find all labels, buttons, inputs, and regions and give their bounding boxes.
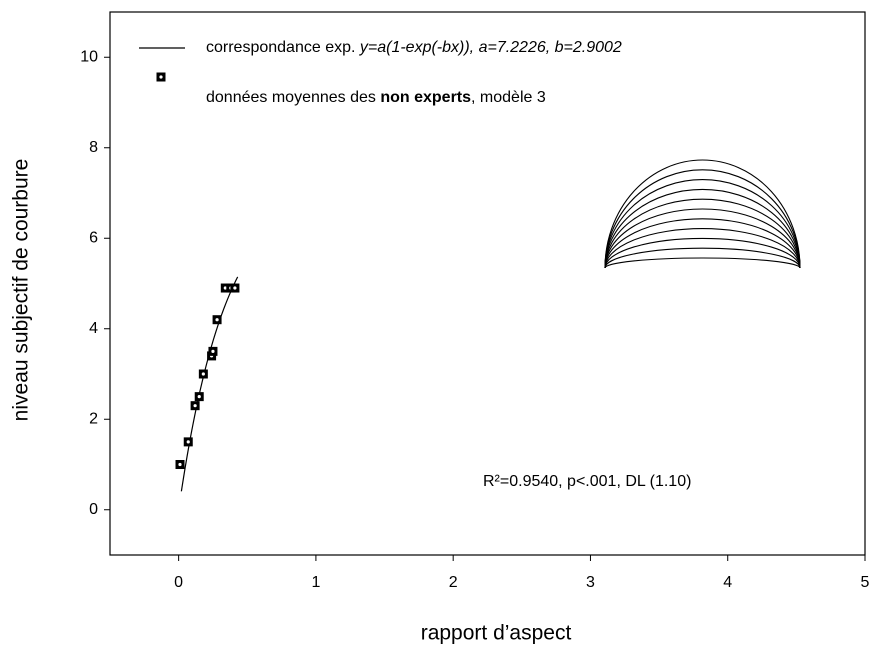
- data-point: [230, 283, 240, 293]
- icon-arc: [604, 228, 801, 269]
- legend-text: , modèle 3: [471, 89, 546, 106]
- marker-dot: [178, 462, 182, 467]
- icon-arc: [604, 188, 801, 269]
- x-tick-label: 3: [586, 574, 595, 591]
- marker-dot: [233, 286, 237, 290]
- marker-dot: [215, 318, 219, 322]
- legend-label: données moyennes des non experts, modèle…: [206, 89, 546, 106]
- icon-arc: [604, 257, 801, 269]
- legend-text: non experts: [380, 89, 471, 106]
- x-tick-label: 5: [861, 574, 870, 591]
- data-point: [212, 315, 222, 325]
- y-tick-label: 2: [89, 410, 98, 427]
- icon-arc: [604, 237, 801, 269]
- icon-arc: [604, 247, 801, 269]
- y-tick-label: 6: [89, 229, 98, 246]
- data-point: [208, 346, 218, 356]
- legend-label: correspondance exp. y=a(1-exp(-bx)), a=7…: [206, 39, 622, 56]
- legend-marker-dot: [159, 75, 163, 79]
- data-point: [183, 437, 193, 447]
- marker-dot: [197, 395, 201, 399]
- icon-arc: [604, 179, 801, 269]
- y-tick-label: 8: [89, 139, 98, 156]
- x-axis-title: rapport d’aspect: [421, 622, 572, 645]
- marker-dot: [193, 404, 197, 408]
- icon-arc: [604, 208, 801, 269]
- data-point: [175, 460, 185, 469]
- legend-text: correspondance exp.: [206, 39, 360, 56]
- icon-arc: [604, 218, 801, 269]
- annotation: R²=0.9540, p<.001, DL (1.10): [483, 473, 691, 490]
- marker-dot: [186, 440, 190, 444]
- y-tick-label: 0: [89, 501, 98, 518]
- x-tick-label: 1: [311, 574, 320, 591]
- marker-dot: [223, 286, 227, 290]
- x-tick-label: 2: [449, 574, 458, 591]
- data-point: [190, 401, 200, 411]
- data-point: [198, 369, 208, 379]
- icon-arc: [604, 169, 801, 269]
- marker-dot: [211, 349, 215, 353]
- y-axis-title: niveau subjectif de courbure: [10, 159, 33, 422]
- x-tick-label: 0: [174, 574, 183, 591]
- legend-text: données moyennes des: [206, 89, 380, 106]
- legend-text: y=a(1-exp(-bx)), a=7.2226, b=2.9002: [359, 39, 622, 56]
- plot-frame: [109, 11, 866, 556]
- y-tick-label: 4: [89, 320, 98, 337]
- x-tick-label: 4: [723, 574, 732, 591]
- icon-arc: [604, 198, 801, 269]
- icon-arc: [604, 159, 801, 269]
- marker-dot: [201, 372, 205, 376]
- y-tick-label: 10: [80, 48, 98, 65]
- aspect-icon: [604, 159, 801, 269]
- data-point: [194, 392, 204, 402]
- fit-curve: [180, 276, 239, 492]
- data-point: [220, 283, 230, 293]
